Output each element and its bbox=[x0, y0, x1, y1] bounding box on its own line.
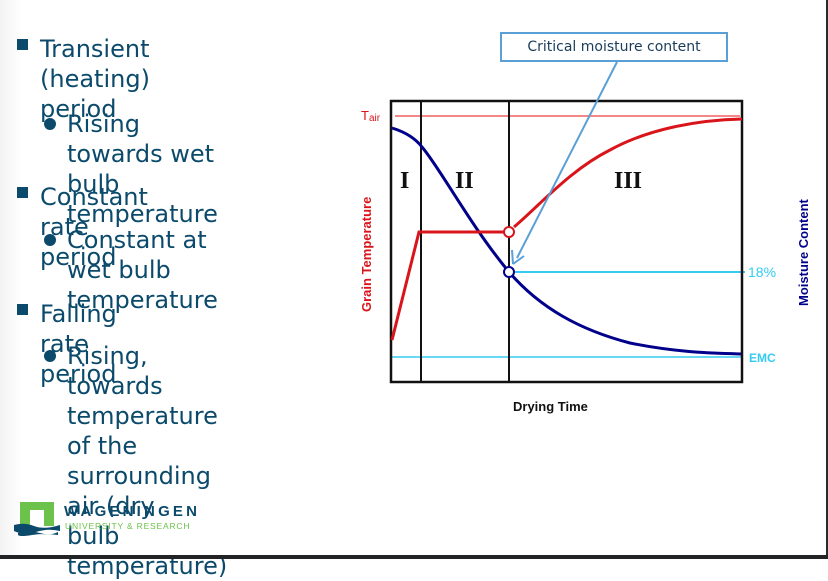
bullet-text: Rising towards wet bbox=[67, 110, 215, 168]
bullet-text: Rising, towards bbox=[67, 342, 163, 400]
phase-label-2: II bbox=[455, 168, 474, 194]
bottom-bar bbox=[0, 555, 828, 559]
temperature-curve-falling bbox=[513, 117, 743, 229]
y-axis-right-label: Moisture Content bbox=[796, 198, 811, 306]
drying-curve-diagram: I II III Tair 18% EMC Grain Temperature … bbox=[359, 61, 811, 414]
round-bullet-icon bbox=[44, 118, 56, 130]
logo-subtitle: UNIVERSITY & RESEARCH bbox=[65, 521, 191, 531]
bullet-text: surrounding air (dry bbox=[67, 462, 211, 520]
critical-point-moisture-marker bbox=[503, 266, 515, 278]
bullet-text: temperature bbox=[67, 286, 218, 314]
critical-point-temperature-marker bbox=[503, 226, 515, 238]
subbullet-rising-wet: Rising towards wet bulb temperature bbox=[44, 109, 218, 229]
square-bullet-icon bbox=[17, 187, 28, 198]
bullet-text: Falling rate period bbox=[40, 300, 117, 388]
mc-18-label: 18% bbox=[748, 264, 776, 280]
phase-label-3: III bbox=[614, 168, 642, 194]
slide-left-shade bbox=[0, 0, 22, 555]
emc-label: EMC bbox=[749, 351, 776, 365]
bullet-text: bulb temperature bbox=[67, 170, 218, 228]
callout-arrowhead-icon bbox=[511, 249, 525, 265]
square-bullet-icon bbox=[17, 39, 28, 50]
bullet-text: Constant at wet bulb bbox=[67, 226, 207, 284]
square-bullet-icon bbox=[17, 304, 28, 315]
x-axis-label: Drying Time bbox=[513, 399, 588, 414]
right-edge-border bbox=[826, 0, 828, 555]
logo-name: WAGENINGEN bbox=[64, 503, 201, 520]
tair-label: Tair bbox=[361, 108, 381, 124]
bullet-text: temperature of the bbox=[67, 402, 218, 460]
critical-moisture-callout: Critical moisture content bbox=[500, 32, 728, 62]
bullet-falling-rate: Falling rate period bbox=[17, 299, 117, 389]
wageningen-logo-icon bbox=[14, 502, 60, 536]
callout-arrow bbox=[516, 61, 618, 259]
bullet-transient: Transient (heating) period bbox=[17, 34, 150, 124]
chart-frame bbox=[389, 99, 744, 384]
temperature-curve-heating-constant bbox=[390, 230, 508, 341]
phase-label-1: I bbox=[400, 168, 409, 194]
subbullet-constant-wet: Constant at wet bulb temperature bbox=[44, 225, 218, 315]
bullet-text: Transient (heating) bbox=[40, 35, 150, 93]
round-bullet-icon bbox=[44, 234, 56, 246]
round-bullet-icon bbox=[44, 350, 56, 362]
y-axis-left-label: Grain Temperature bbox=[359, 197, 374, 312]
